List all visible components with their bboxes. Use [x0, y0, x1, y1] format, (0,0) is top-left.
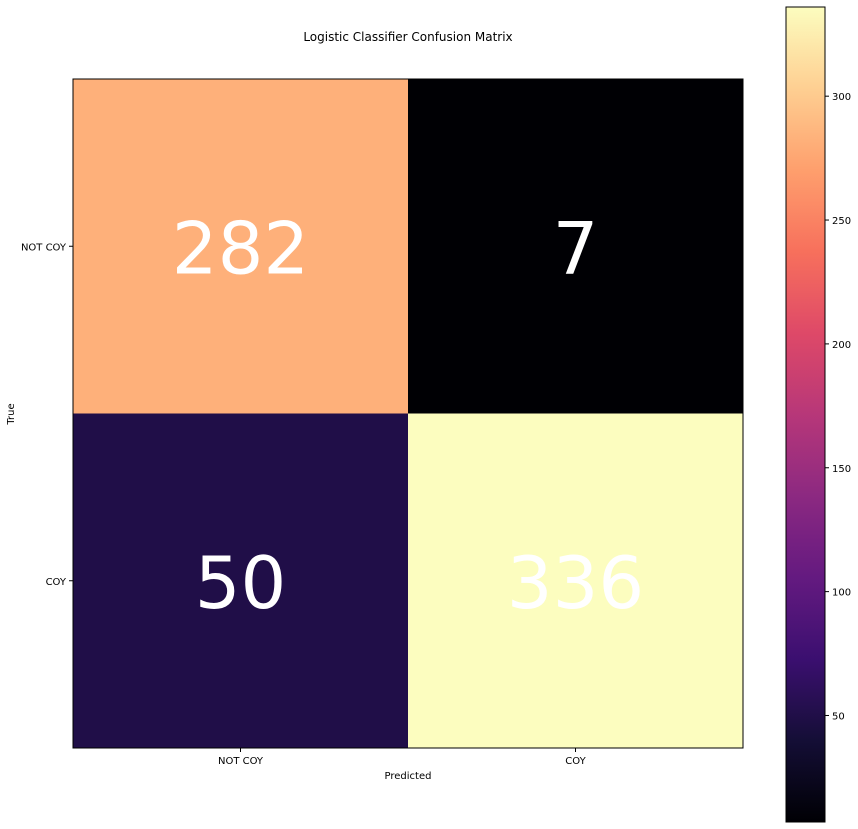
heatmap-cell-0-1	[408, 79, 743, 414]
heatmap-cells	[73, 79, 743, 748]
y-axis-label: True	[6, 403, 17, 425]
colorbar-tick-label-2: 150	[832, 464, 851, 475]
heatmap-cell-1-0	[73, 413, 408, 748]
colorbar	[785, 6, 826, 823]
colorbar-tick-label-1: 100	[832, 588, 851, 599]
cell-value-0-0: 282	[172, 206, 309, 290]
heatmap-cell-0-0	[73, 79, 408, 414]
heatmap-cell-1-1	[408, 413, 743, 748]
x-tick-label-1: COY	[565, 756, 586, 767]
cell-value-0-1: 7	[553, 206, 599, 290]
heatmap-cell-labels: 282 7 50 336	[172, 206, 644, 625]
y-tick-label-1: COY	[46, 577, 67, 588]
colorbar-tick-label-5: 300	[832, 92, 851, 103]
cell-value-1-1: 336	[507, 541, 644, 625]
x-axis: NOT COY COY	[218, 748, 587, 767]
cell-value-1-0: 50	[195, 541, 287, 625]
chart-title: Logistic Classifier Confusion Matrix	[303, 30, 512, 44]
y-axis: NOT COY COY	[21, 242, 73, 588]
y-tick-label-0: NOT COY	[21, 242, 67, 253]
colorbar-tick-label-0: 50	[832, 711, 845, 722]
colorbar-ticks: 50 100 150 200 250 300	[825, 92, 851, 722]
plot-frame	[72, 78, 744, 749]
colorbar-tick-label-4: 250	[832, 216, 851, 227]
x-axis-label: Predicted	[385, 771, 432, 782]
x-tick-label-0: NOT COY	[218, 756, 264, 767]
colorbar-tick-label-3: 200	[832, 340, 851, 351]
